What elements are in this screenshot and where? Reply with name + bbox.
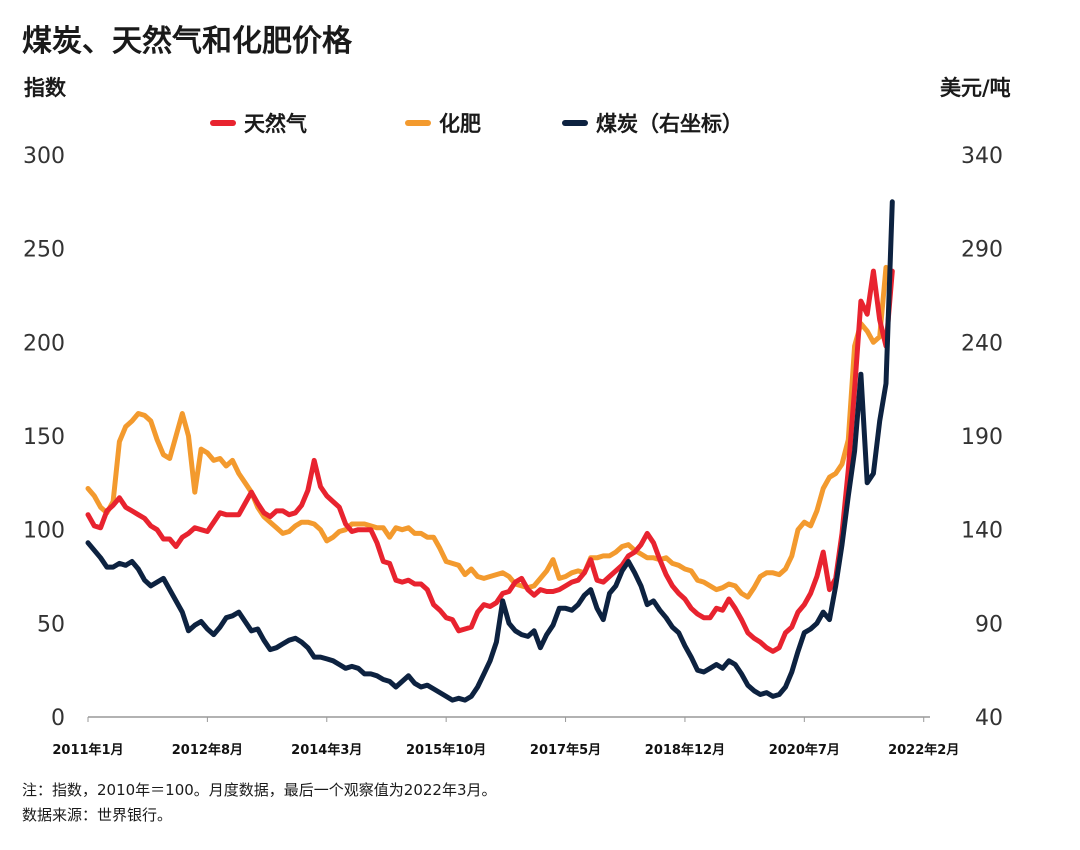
left-axis-unit: 指数 — [24, 76, 66, 100]
series-line-natural-gas — [85, 268, 895, 654]
y-left-tick-label: 150 — [23, 425, 65, 450]
y-right-tick-label: 140 — [961, 519, 1003, 544]
y-left-tick-label: 50 — [37, 612, 65, 637]
y-right-tick-label: 90 — [975, 612, 1003, 637]
y-right-tick-label: 190 — [961, 425, 1003, 450]
legend-item-natural-gas: 天然气 — [210, 108, 307, 138]
footnote-source: 数据来源：世界银行。 — [22, 806, 173, 824]
x-tick-label: 2022年2月 — [888, 742, 959, 758]
x-tick-label: 2014年3月 — [291, 742, 362, 758]
y-right-tick-label: 290 — [961, 238, 1003, 263]
x-tick-label: 2012年8月 — [172, 742, 243, 758]
legend: 天然气 化肥 煤炭（右坐标） — [0, 108, 1080, 138]
y-right-tick-label: 240 — [961, 331, 1003, 356]
series-line-coal — [85, 199, 895, 703]
x-tick-label: 2015年10月 — [406, 742, 486, 758]
y-left-tick-label: 100 — [23, 519, 65, 544]
y-right-tick-label: 40 — [975, 706, 1003, 731]
legend-label-coal: 煤炭（右坐标） — [596, 112, 743, 136]
x-tick-label: 2011年1月 — [52, 742, 123, 758]
legend-swatch-natural-gas — [210, 120, 236, 126]
x-tick-label: 2020年7月 — [769, 742, 840, 758]
y-left-tick-label: 250 — [23, 238, 65, 263]
legend-swatch-coal — [562, 120, 588, 126]
legend-label-fertilizer: 化肥 — [439, 112, 481, 136]
x-tick-label: 2018年12月 — [645, 742, 725, 758]
y-left-tick-label: 300 — [23, 144, 65, 169]
legend-label-natural-gas: 天然气 — [244, 112, 307, 136]
chart-title: 煤炭、天然气和化肥价格 — [22, 24, 352, 59]
y-right-tick-label: 340 — [961, 144, 1003, 169]
footnote-note: 注：指数，2010年＝100。月度数据，最后一个观察值为2022年3月。 — [22, 781, 497, 799]
legend-item-fertilizer: 化肥 — [405, 108, 481, 138]
right-axis-unit: 美元/吨 — [940, 76, 1011, 100]
y-left-tick-label: 0 — [51, 706, 65, 731]
y-left-tick-label: 200 — [23, 331, 65, 356]
legend-swatch-fertilizer — [405, 120, 431, 126]
legend-item-coal: 煤炭（右坐标） — [562, 108, 743, 138]
series-line-fertilizer — [85, 264, 889, 600]
x-tick-label: 2017年5月 — [530, 742, 601, 758]
